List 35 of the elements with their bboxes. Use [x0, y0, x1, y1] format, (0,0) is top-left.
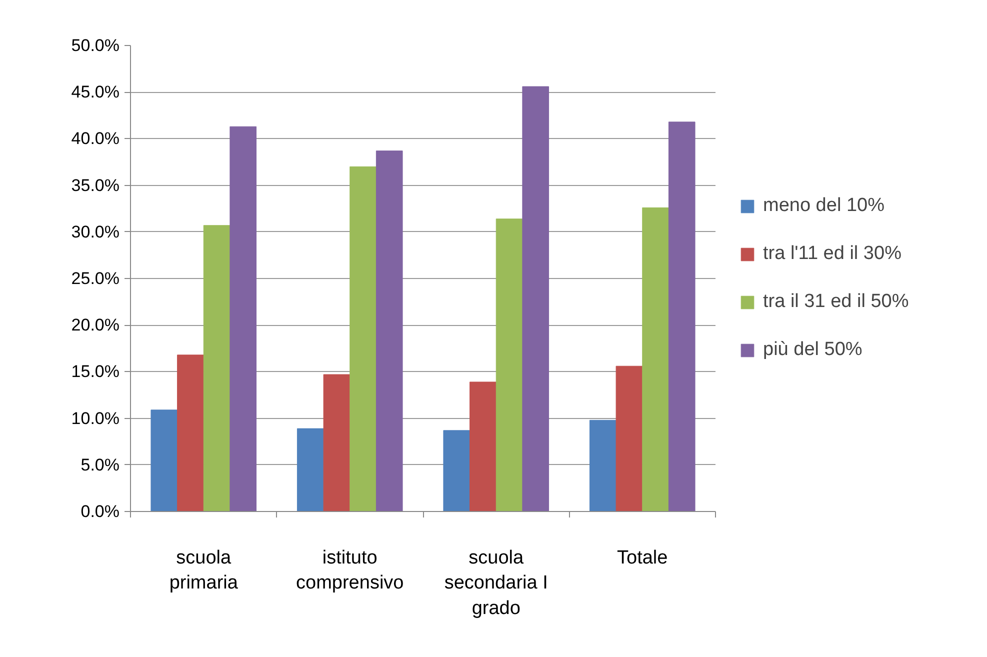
bar: [443, 430, 470, 512]
bar: [150, 410, 178, 512]
bar: [296, 428, 324, 512]
bar: [230, 126, 257, 512]
x-tick-label: scuola primaria: [169, 548, 238, 594]
y-tick-label: 0.0%: [80, 502, 120, 521]
bar: [496, 218, 523, 512]
bar: [642, 207, 669, 512]
legend-label: più del 50%: [763, 339, 862, 361]
bar: [470, 382, 496, 512]
y-tick-label: 35.0%: [71, 176, 120, 195]
bar: [177, 354, 204, 512]
y-tick-label: 50.0%: [71, 36, 120, 55]
bar: [589, 420, 616, 512]
y-tick-label: 10.0%: [71, 408, 120, 428]
bar: [350, 166, 376, 512]
y-tick-label: 25.0%: [71, 269, 120, 288]
legend-label: tra il 31 ed il 50%: [763, 291, 909, 313]
legend-label: meno del 10%: [763, 195, 884, 217]
y-tick-label: 30.0%: [71, 222, 120, 242]
x-tick-label: istituto comprensivo: [296, 548, 404, 594]
y-tick-label: 20.0%: [71, 316, 120, 335]
x-tick-label: scuola secondaria I grado: [444, 548, 548, 619]
bar: [668, 122, 696, 512]
y-tick-label: 5.0%: [80, 455, 120, 474]
y-tick-label: 15.0%: [71, 362, 120, 382]
bar: [376, 150, 403, 512]
legend-label: tra l'11 ed il 30%: [763, 243, 902, 265]
bar: [522, 86, 550, 512]
bar: [616, 366, 643, 512]
x-tick-label: Totale: [617, 548, 668, 568]
bar: [323, 374, 350, 512]
y-tick-label: 40.0%: [71, 129, 120, 148]
y-tick-label: 45.0%: [71, 82, 120, 102]
bar: [203, 225, 230, 512]
